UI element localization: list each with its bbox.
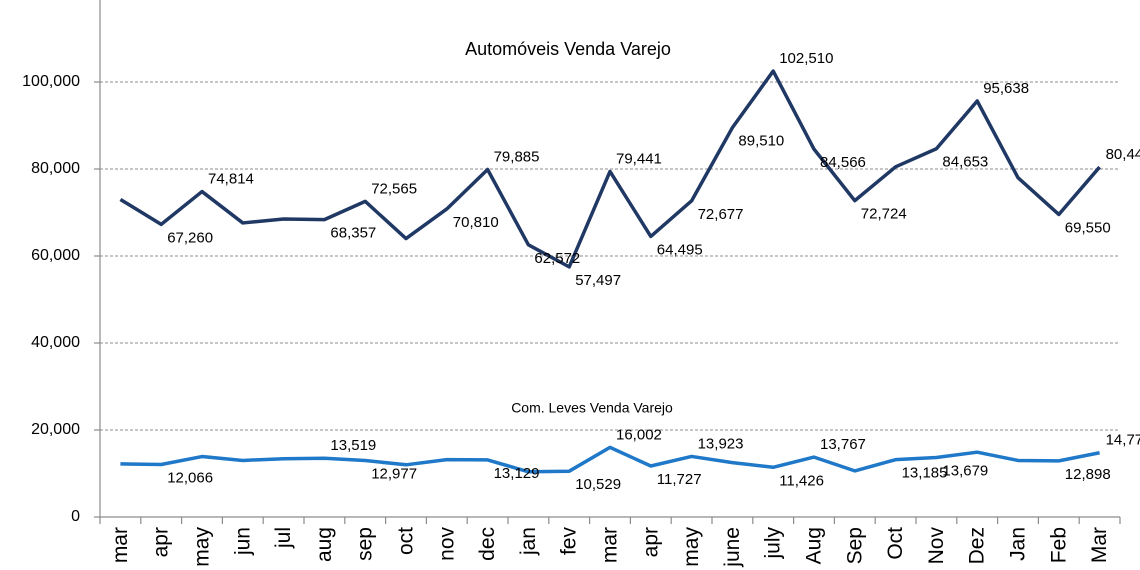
value-label: 12,977 xyxy=(371,466,417,483)
x-tick-label: mar xyxy=(109,527,132,563)
x-tick-label: Sep xyxy=(843,527,866,564)
series-line xyxy=(120,445,1100,474)
value-label: 13,923 xyxy=(698,435,744,452)
x-tick-label: july xyxy=(762,527,785,560)
x-tick-label: dec xyxy=(476,527,499,561)
y-tick-label: 100,000 xyxy=(22,73,80,90)
value-label: 102,510 xyxy=(779,50,833,67)
y-tick-label: 80,000 xyxy=(31,160,80,177)
x-tick-label: nov xyxy=(435,527,458,561)
value-label: 95,638 xyxy=(983,80,1029,97)
value-label: 72,677 xyxy=(698,206,744,223)
value-label: 11,426 xyxy=(779,472,824,489)
value-label: 12,066 xyxy=(167,469,213,486)
value-label: 13,679 xyxy=(942,462,988,479)
value-label: 84,653 xyxy=(942,154,988,171)
value-label: 74,814 xyxy=(208,171,254,188)
x-tick-label: Dez xyxy=(966,527,989,564)
x-tick-label: jan xyxy=(517,527,540,556)
value-label: 89,510 xyxy=(738,133,784,150)
value-label: 68,357 xyxy=(330,225,376,242)
x-tick-label: Mar xyxy=(1088,527,1111,563)
y-tick-label: 40,000 xyxy=(31,334,80,351)
value-label: 79,885 xyxy=(494,148,540,165)
x-tick-label: Aug xyxy=(803,527,826,564)
value-label: 11,727 xyxy=(657,471,702,488)
x-tick-label: jul xyxy=(272,527,295,549)
value-label: 13,519 xyxy=(330,437,376,454)
value-label: 13,767 xyxy=(820,436,866,453)
value-label: 62,572 xyxy=(534,250,580,267)
x-tick-label: aug xyxy=(313,527,336,562)
y-tick-label: 0 xyxy=(71,508,80,525)
value-label: 16,002 xyxy=(616,426,662,443)
y-tick-label: 20,000 xyxy=(31,421,80,438)
x-tick-label: sep xyxy=(354,527,377,561)
x-tick-label: apr xyxy=(639,527,662,557)
value-label: 79,441 xyxy=(616,150,662,167)
x-tick-label: jun xyxy=(231,527,254,556)
x-tick-label: fev xyxy=(558,527,581,556)
series-title: Com. Leves Venda Varejo xyxy=(511,400,673,416)
x-tick-label: Jan xyxy=(1007,527,1030,561)
x-tick-label: may xyxy=(191,527,214,567)
x-tick-label: apr xyxy=(150,527,173,557)
value-label: 12,898 xyxy=(1065,466,1111,483)
series-title: Automóveis Venda Varejo xyxy=(465,39,671,59)
x-tick-label: june xyxy=(721,527,744,568)
x-tick-label: oct xyxy=(395,527,418,555)
value-label: 69,550 xyxy=(1065,219,1111,236)
value-label: 13,129 xyxy=(494,465,540,482)
value-label: 70,810 xyxy=(453,214,499,231)
value-label: 72,565 xyxy=(371,180,417,197)
x-tick-label: Feb xyxy=(1047,527,1070,563)
y-tick-label: 60,000 xyxy=(31,247,80,264)
x-tick-label: may xyxy=(680,527,703,567)
value-label: 72,724 xyxy=(861,206,907,223)
value-label: 84,566 xyxy=(820,154,866,171)
value-label: 57,497 xyxy=(575,272,621,289)
value-label: 13,185 xyxy=(902,465,948,482)
value-label: 64,495 xyxy=(657,241,703,258)
value-label: 10,529 xyxy=(575,476,621,493)
x-tick-label: mar xyxy=(599,527,622,563)
series-line xyxy=(119,69,1101,269)
value-label: 80,444 xyxy=(1106,146,1140,163)
value-label: 14,772 xyxy=(1106,432,1140,449)
x-tick-label: Nov xyxy=(925,527,948,565)
x-tick-label: Oct xyxy=(884,527,907,560)
value-label: 67,260 xyxy=(167,229,213,246)
